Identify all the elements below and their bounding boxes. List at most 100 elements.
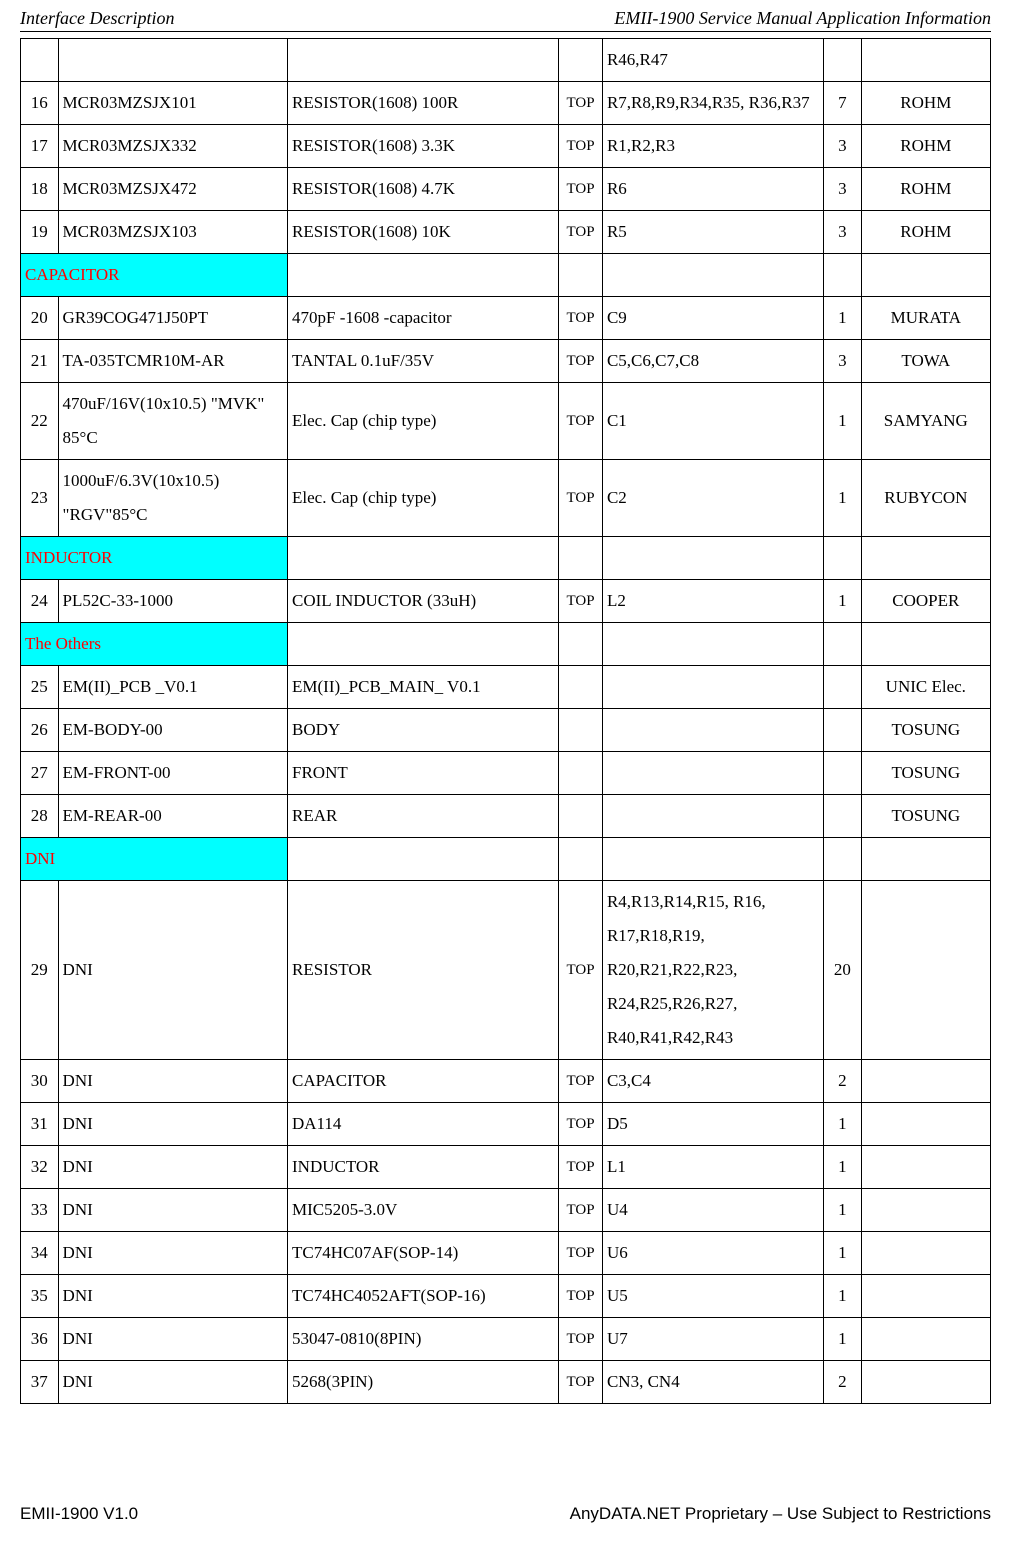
cell-desc: CAPACITOR [288, 1060, 559, 1103]
section-label: CAPACITOR [21, 254, 288, 297]
cell-maker [861, 1232, 990, 1275]
cell-desc: EM(II)_PCB_MAIN_ V0.1 [288, 666, 559, 709]
cell-qty [824, 709, 862, 752]
table-row: R46,R47 [21, 39, 991, 82]
section-empty-cell [559, 537, 603, 580]
cell-desc [288, 39, 559, 82]
cell-ref: D5 [602, 1103, 823, 1146]
cell-no: 36 [21, 1318, 59, 1361]
footer-right: AnyDATA.NET Proprietary – Use Subject to… [570, 1504, 991, 1524]
cell-no: 16 [21, 82, 59, 125]
cell-no: 24 [21, 580, 59, 623]
cell-ref: R46,R47 [602, 39, 823, 82]
cell-desc: TC74HC07AF(SOP-14) [288, 1232, 559, 1275]
table-row: DNI [21, 838, 991, 881]
footer-left: EMII-1900 V1.0 [20, 1504, 138, 1524]
cell-ref: U6 [602, 1232, 823, 1275]
cell-maker [861, 881, 990, 1060]
cell-part: MCR03MZSJX101 [58, 82, 287, 125]
cell-ref: C9 [602, 297, 823, 340]
cell-qty: 20 [824, 881, 862, 1060]
cell-desc: BODY [288, 709, 559, 752]
cell-maker [861, 1361, 990, 1404]
cell-no: 18 [21, 168, 59, 211]
cell-part: MCR03MZSJX332 [58, 125, 287, 168]
header-right: EMII-1900 Service Manual Application Inf… [614, 8, 991, 29]
cell-no [21, 39, 59, 82]
cell-part: 1000uF/6.3V(10x10.5) "RGV"85°C [58, 460, 287, 537]
cell-no: 19 [21, 211, 59, 254]
cell-qty: 1 [824, 1146, 862, 1189]
cell-qty: 1 [824, 460, 862, 537]
cell-maker: ROHM [861, 211, 990, 254]
cell-no: 20 [21, 297, 59, 340]
cell-part [58, 39, 287, 82]
cell-desc: RESISTOR(1608) 3.3K [288, 125, 559, 168]
cell-no: 31 [21, 1103, 59, 1146]
cell-qty: 2 [824, 1060, 862, 1103]
table-row: 18MCR03MZSJX472RESISTOR(1608) 4.7KTOPR63… [21, 168, 991, 211]
cell-ref: L2 [602, 580, 823, 623]
cell-ref: C3,C4 [602, 1060, 823, 1103]
section-empty-cell [559, 623, 603, 666]
cell-qty [824, 666, 862, 709]
table-row: 231000uF/6.3V(10x10.5) "RGV"85°CElec. Ca… [21, 460, 991, 537]
table-row: 37DNI5268(3PIN)TOPCN3, CN42 [21, 1361, 991, 1404]
section-empty-cell [288, 838, 559, 881]
cell-side: TOP [559, 82, 603, 125]
section-empty-cell [861, 537, 990, 580]
table-row: 25EM(II)_PCB _V0.1EM(II)_PCB_MAIN_ V0.1U… [21, 666, 991, 709]
cell-maker: TOSUNG [861, 795, 990, 838]
cell-part: PL52C-33-1000 [58, 580, 287, 623]
table-row: 29DNIRESISTORTOPR4,R13,R14,R15, R16, R17… [21, 881, 991, 1060]
cell-part: MCR03MZSJX472 [58, 168, 287, 211]
cell-maker: RUBYCON [861, 460, 990, 537]
cell-part: DNI [58, 1232, 287, 1275]
cell-part: GR39COG471J50PT [58, 297, 287, 340]
section-empty-cell [288, 254, 559, 297]
cell-no: 33 [21, 1189, 59, 1232]
cell-no: 30 [21, 1060, 59, 1103]
section-label: DNI [21, 838, 288, 881]
section-label: INDUCTOR [21, 537, 288, 580]
cell-desc: MIC5205-3.0V [288, 1189, 559, 1232]
cell-no: 34 [21, 1232, 59, 1275]
table-row: 16MCR03MZSJX101RESISTOR(1608) 100RTOPR7,… [21, 82, 991, 125]
table-row: 36DNI53047-0810(8PIN)TOPU71 [21, 1318, 991, 1361]
section-label: The Others [21, 623, 288, 666]
cell-desc: TC74HC4052AFT(SOP-16) [288, 1275, 559, 1318]
cell-part: DNI [58, 1060, 287, 1103]
bom-table: R46,R4716MCR03MZSJX101RESISTOR(1608) 100… [20, 38, 991, 1404]
table-row: INDUCTOR [21, 537, 991, 580]
cell-side: TOP [559, 1103, 603, 1146]
cell-desc: Elec. Cap (chip type) [288, 460, 559, 537]
cell-ref: R1,R2,R3 [602, 125, 823, 168]
cell-maker [861, 1103, 990, 1146]
cell-qty [824, 795, 862, 838]
table-row: 24PL52C-33-1000COIL INDUCTOR (33uH)TOPL2… [21, 580, 991, 623]
cell-desc: REAR [288, 795, 559, 838]
cell-side [559, 709, 603, 752]
table-row: 32DNIINDUCTORTOPL11 [21, 1146, 991, 1189]
cell-part: EM-REAR-00 [58, 795, 287, 838]
cell-part: DNI [58, 1275, 287, 1318]
cell-qty [824, 752, 862, 795]
cell-no: 35 [21, 1275, 59, 1318]
table-row: The Others [21, 623, 991, 666]
cell-qty: 1 [824, 1318, 862, 1361]
cell-part: EM-FRONT-00 [58, 752, 287, 795]
cell-qty: 3 [824, 168, 862, 211]
cell-maker: MURATA [861, 297, 990, 340]
cell-ref [602, 666, 823, 709]
cell-ref: U7 [602, 1318, 823, 1361]
cell-side: TOP [559, 297, 603, 340]
cell-ref: C1 [602, 383, 823, 460]
cell-part: EM(II)_PCB _V0.1 [58, 666, 287, 709]
cell-qty: 2 [824, 1361, 862, 1404]
cell-maker [861, 1275, 990, 1318]
cell-qty: 1 [824, 297, 862, 340]
section-empty-cell [288, 537, 559, 580]
table-row: 33DNIMIC5205-3.0VTOPU41 [21, 1189, 991, 1232]
cell-desc: FRONT [288, 752, 559, 795]
cell-ref: R6 [602, 168, 823, 211]
